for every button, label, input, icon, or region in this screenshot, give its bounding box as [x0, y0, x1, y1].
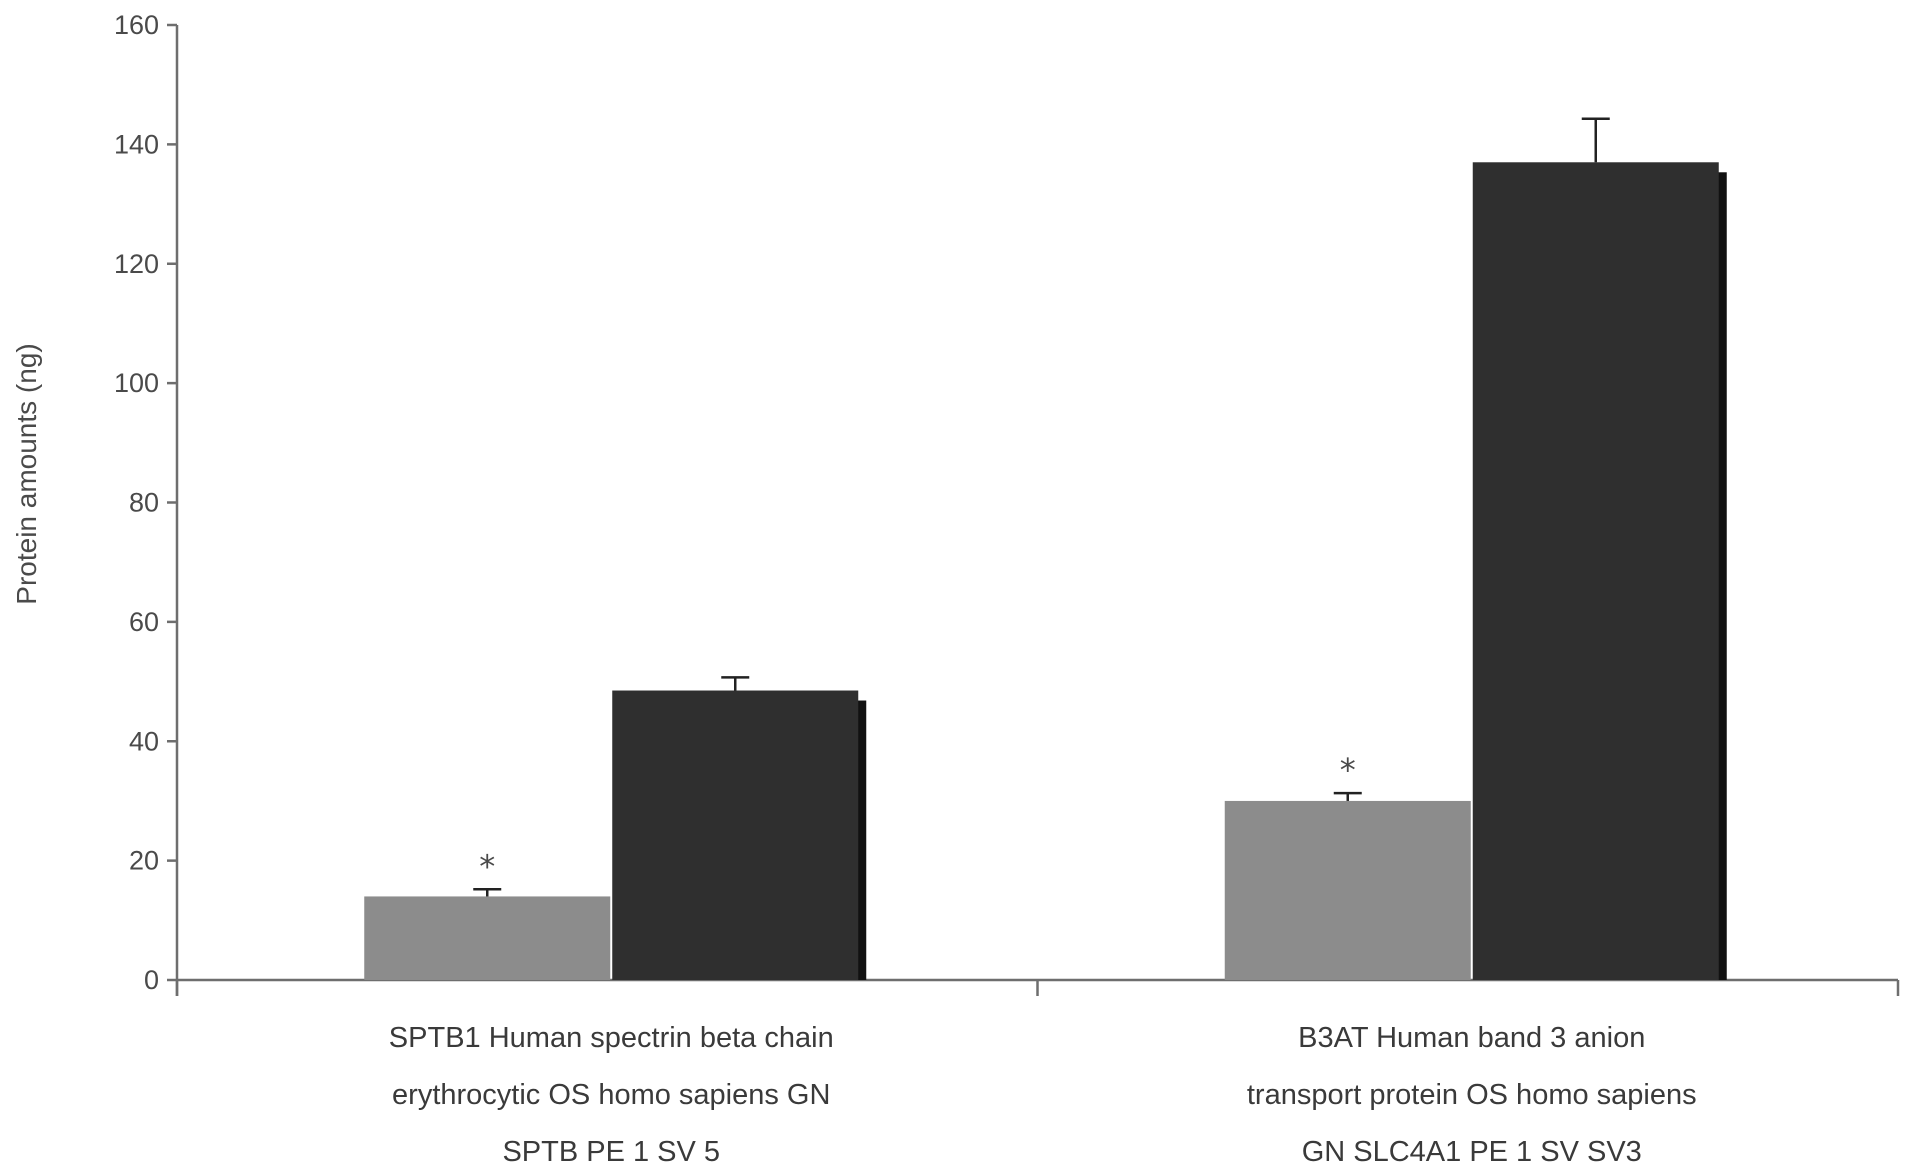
bar-1-0 — [1224, 800, 1471, 980]
category-label-line: transport protein OS homo sapiens — [1247, 1079, 1697, 1111]
significance-marker: * — [1340, 751, 1356, 789]
y-tick-label: 140 — [114, 129, 159, 159]
bar-0-0 — [364, 896, 611, 980]
category-label-line: SPTB1 Human spectrin beta chain — [389, 1022, 834, 1054]
y-tick-label: 100 — [114, 368, 159, 398]
y-tick-label: 40 — [129, 726, 159, 756]
y-axis-title: Protein amounts (ng) — [11, 343, 42, 604]
y-tick-label: 120 — [114, 249, 159, 279]
category-label-line: B3AT Human band 3 anion — [1298, 1022, 1645, 1054]
category-label-line: erythrocytic OS homo sapiens GN — [392, 1079, 830, 1111]
y-tick-label: 0 — [144, 965, 159, 995]
y-tick-label: 80 — [129, 488, 159, 518]
bar-0-1 — [612, 690, 859, 980]
error-bars — [473, 117, 1610, 897]
category-label-line: GN SLC4A1 PE 1 SV SV3 — [1302, 1136, 1642, 1168]
category-label-line: SPTB PE 1 SV 5 — [502, 1136, 720, 1168]
category-labels: SPTB1 Human spectrin beta chain erythrocy… — [389, 1022, 1697, 1168]
x-axis — [175, 978, 1900, 996]
y-tick-label: 60 — [129, 607, 159, 637]
bars — [364, 162, 1727, 980]
y-tick-label: 20 — [129, 846, 159, 876]
annotations: ** — [479, 751, 1356, 885]
bar-1-1 — [1472, 162, 1719, 980]
significance-marker: * — [479, 847, 495, 885]
y-tick-label: 160 — [114, 10, 159, 40]
y-axis: 0 20 40 60 80 100 120 140 160 — [114, 10, 179, 996]
